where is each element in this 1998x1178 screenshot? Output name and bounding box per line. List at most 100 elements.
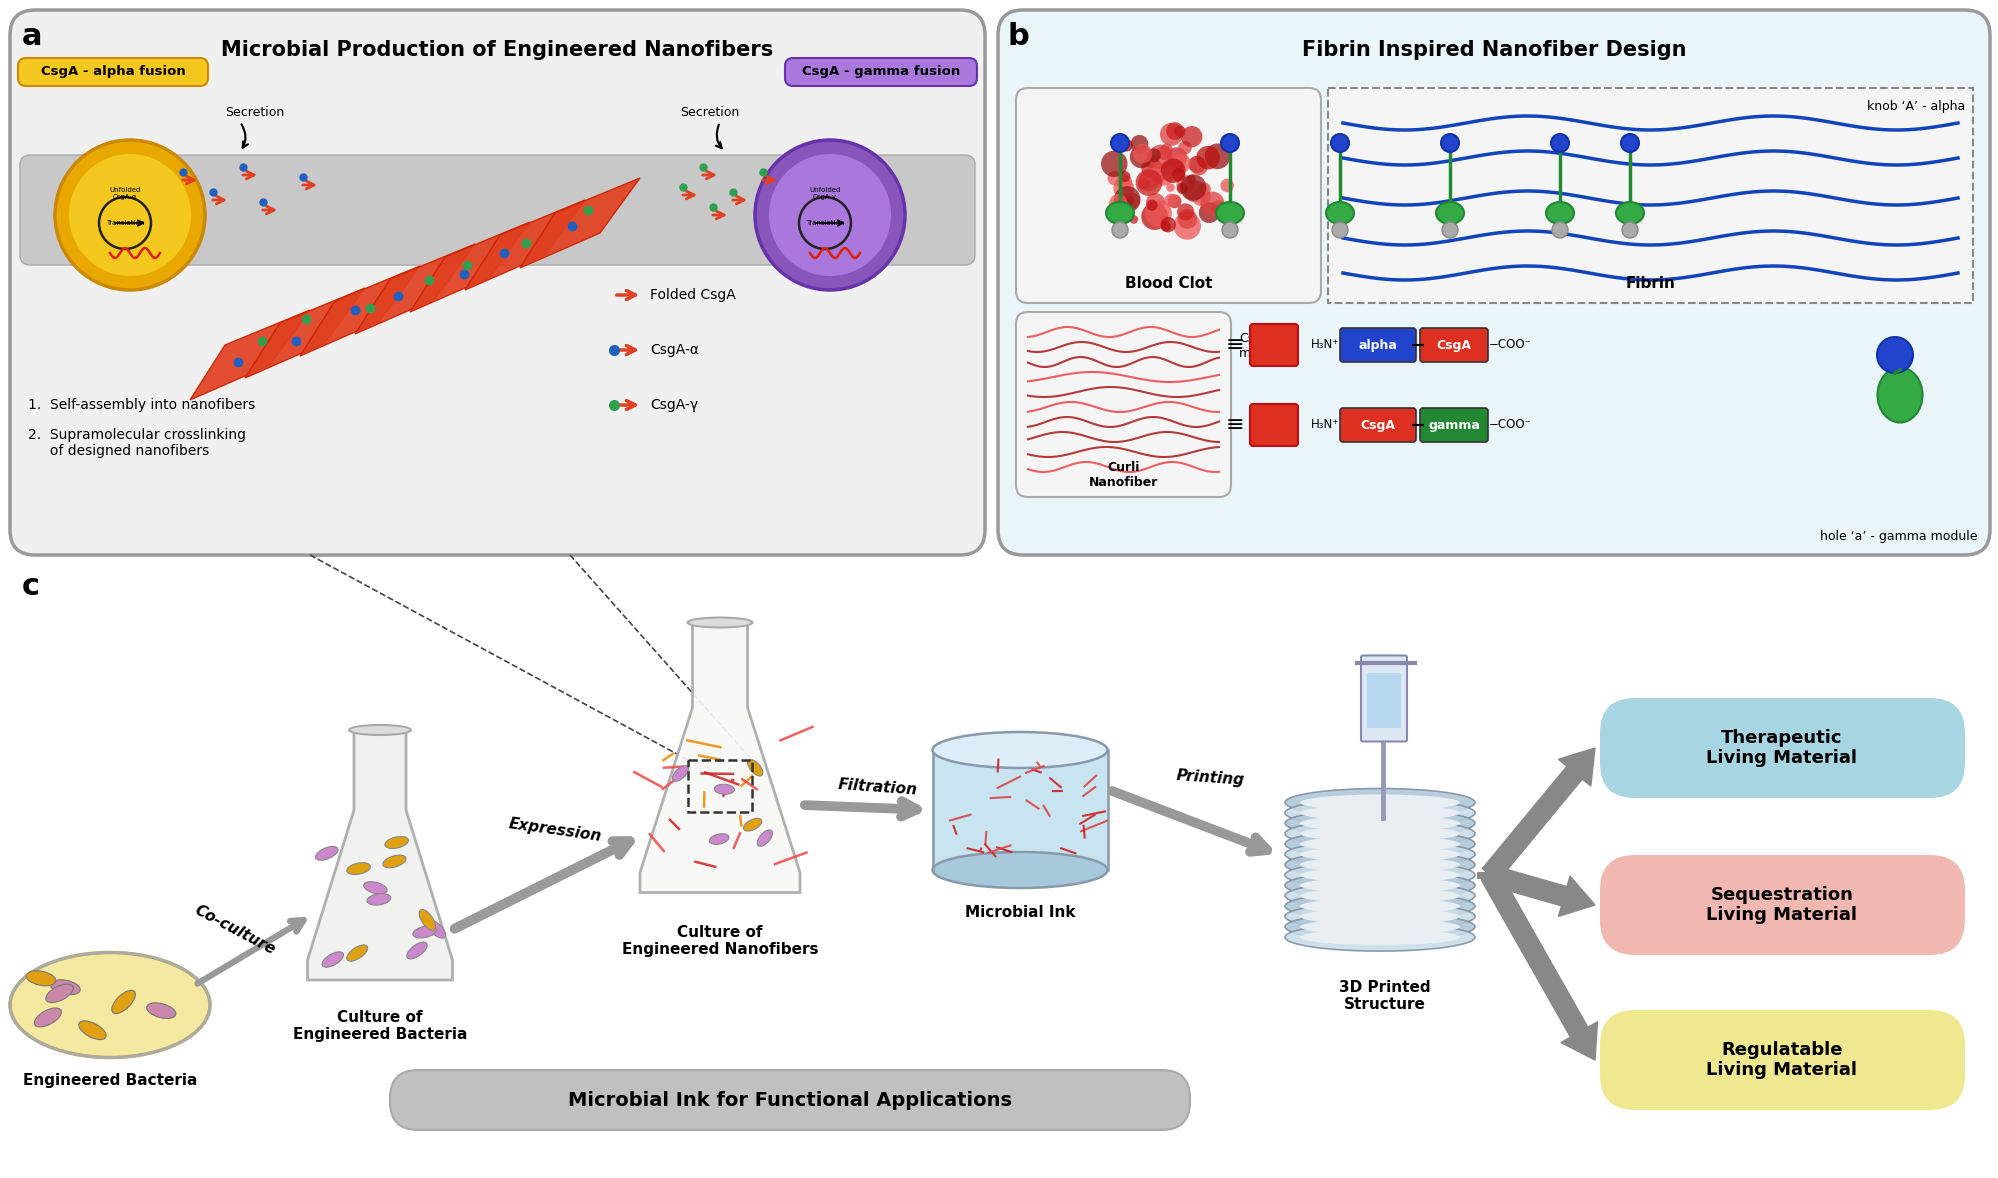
Bar [933, 750, 1107, 871]
Ellipse shape [368, 894, 392, 905]
Circle shape [1550, 134, 1568, 152]
Text: a: a [22, 22, 42, 51]
Bar [1329, 88, 1972, 303]
Circle shape [1141, 158, 1163, 178]
Ellipse shape [1546, 201, 1574, 224]
Text: CsgA - gamma fusion: CsgA - gamma fusion [801, 66, 961, 79]
FancyBboxPatch shape [1251, 404, 1299, 446]
Circle shape [70, 154, 192, 276]
Circle shape [1173, 158, 1185, 171]
Circle shape [1161, 221, 1171, 232]
FancyArrow shape [1483, 748, 1594, 881]
FancyBboxPatch shape [1341, 408, 1417, 442]
Circle shape [1157, 146, 1171, 160]
Circle shape [1121, 139, 1133, 152]
Ellipse shape [350, 724, 412, 735]
FancyBboxPatch shape [18, 58, 208, 86]
Circle shape [1177, 183, 1189, 194]
Ellipse shape [1285, 872, 1475, 899]
Circle shape [1147, 199, 1157, 211]
Ellipse shape [1327, 201, 1355, 224]
Circle shape [1139, 171, 1159, 191]
Text: Folded CsgA: Folded CsgA [649, 287, 735, 302]
Text: Unfolded
CsgA-α: Unfolded CsgA-α [110, 186, 140, 199]
Circle shape [1135, 170, 1163, 196]
Ellipse shape [715, 785, 735, 794]
Ellipse shape [933, 852, 1107, 888]
Text: hole ‘a’ - gamma module: hole ‘a’ - gamma module [1820, 530, 1978, 543]
Text: Sequestration
Living Material: Sequestration Living Material [1706, 886, 1858, 925]
Ellipse shape [1285, 881, 1475, 909]
Text: c: c [22, 573, 40, 601]
Text: CsgA-γ: CsgA-γ [649, 398, 697, 412]
Ellipse shape [1616, 201, 1644, 224]
Circle shape [1147, 148, 1161, 163]
Ellipse shape [428, 920, 446, 938]
Ellipse shape [757, 829, 773, 846]
Circle shape [1173, 212, 1201, 239]
Text: Unfolded
CsgA-γ: Unfolded CsgA-γ [809, 186, 841, 199]
Ellipse shape [78, 1021, 106, 1040]
Ellipse shape [348, 862, 370, 874]
Ellipse shape [1301, 908, 1461, 925]
Text: CsgA - alpha fusion: CsgA - alpha fusion [40, 66, 186, 79]
Ellipse shape [687, 617, 753, 628]
Circle shape [1129, 216, 1139, 224]
Circle shape [1189, 155, 1205, 173]
Circle shape [1197, 183, 1211, 196]
Circle shape [1109, 194, 1127, 212]
FancyBboxPatch shape [1421, 327, 1489, 362]
Text: Co-culture: Co-culture [192, 902, 278, 958]
Ellipse shape [1301, 919, 1461, 935]
Circle shape [1161, 217, 1177, 232]
Polygon shape [519, 178, 639, 269]
Ellipse shape [420, 909, 436, 931]
Ellipse shape [112, 991, 136, 1013]
Circle shape [1107, 171, 1121, 185]
FancyBboxPatch shape [1421, 408, 1489, 442]
Text: Expression: Expression [507, 816, 603, 843]
Text: CsgA
monomer: CsgA monomer [1239, 332, 1299, 360]
Ellipse shape [1285, 902, 1475, 931]
Circle shape [56, 140, 206, 290]
Ellipse shape [747, 760, 763, 776]
FancyBboxPatch shape [20, 155, 975, 265]
Circle shape [1552, 221, 1568, 238]
FancyBboxPatch shape [1361, 655, 1407, 741]
Text: −COO⁻: −COO⁻ [1489, 418, 1532, 431]
Circle shape [1121, 194, 1135, 207]
Text: Blood Clot: Blood Clot [1125, 276, 1213, 291]
Ellipse shape [10, 953, 210, 1058]
Circle shape [1221, 134, 1239, 152]
Text: Culture of
Engineered Bacteria: Culture of Engineered Bacteria [294, 1010, 468, 1043]
Ellipse shape [386, 836, 408, 848]
Circle shape [1333, 221, 1349, 238]
Circle shape [1113, 178, 1135, 199]
Text: Microbial Ink: Microbial Ink [965, 905, 1075, 920]
Circle shape [1185, 180, 1205, 203]
Circle shape [1131, 135, 1149, 153]
Text: Curli
Nanofiber: Curli Nanofiber [1089, 461, 1159, 489]
Ellipse shape [1285, 820, 1475, 848]
Circle shape [755, 140, 905, 290]
Bar [687, 760, 751, 812]
Text: Printing: Printing [1175, 768, 1245, 788]
Text: CsgA: CsgA [1437, 338, 1471, 351]
FancyBboxPatch shape [1341, 327, 1417, 362]
Polygon shape [300, 266, 420, 356]
Text: Microbial Production of Engineered Nanofibers: Microbial Production of Engineered Nanof… [222, 40, 773, 60]
Ellipse shape [1285, 924, 1475, 951]
Circle shape [1213, 200, 1225, 213]
Circle shape [1145, 200, 1173, 227]
Text: Filtration: Filtration [837, 776, 919, 798]
FancyBboxPatch shape [390, 1070, 1191, 1130]
Circle shape [1151, 163, 1175, 186]
FancyBboxPatch shape [1017, 312, 1231, 497]
Circle shape [1221, 179, 1235, 192]
Text: alpha: alpha [1359, 338, 1397, 351]
Text: b: b [1009, 22, 1029, 51]
Ellipse shape [1217, 201, 1245, 224]
Ellipse shape [1301, 867, 1461, 884]
Circle shape [1161, 144, 1173, 155]
Circle shape [1441, 134, 1459, 152]
